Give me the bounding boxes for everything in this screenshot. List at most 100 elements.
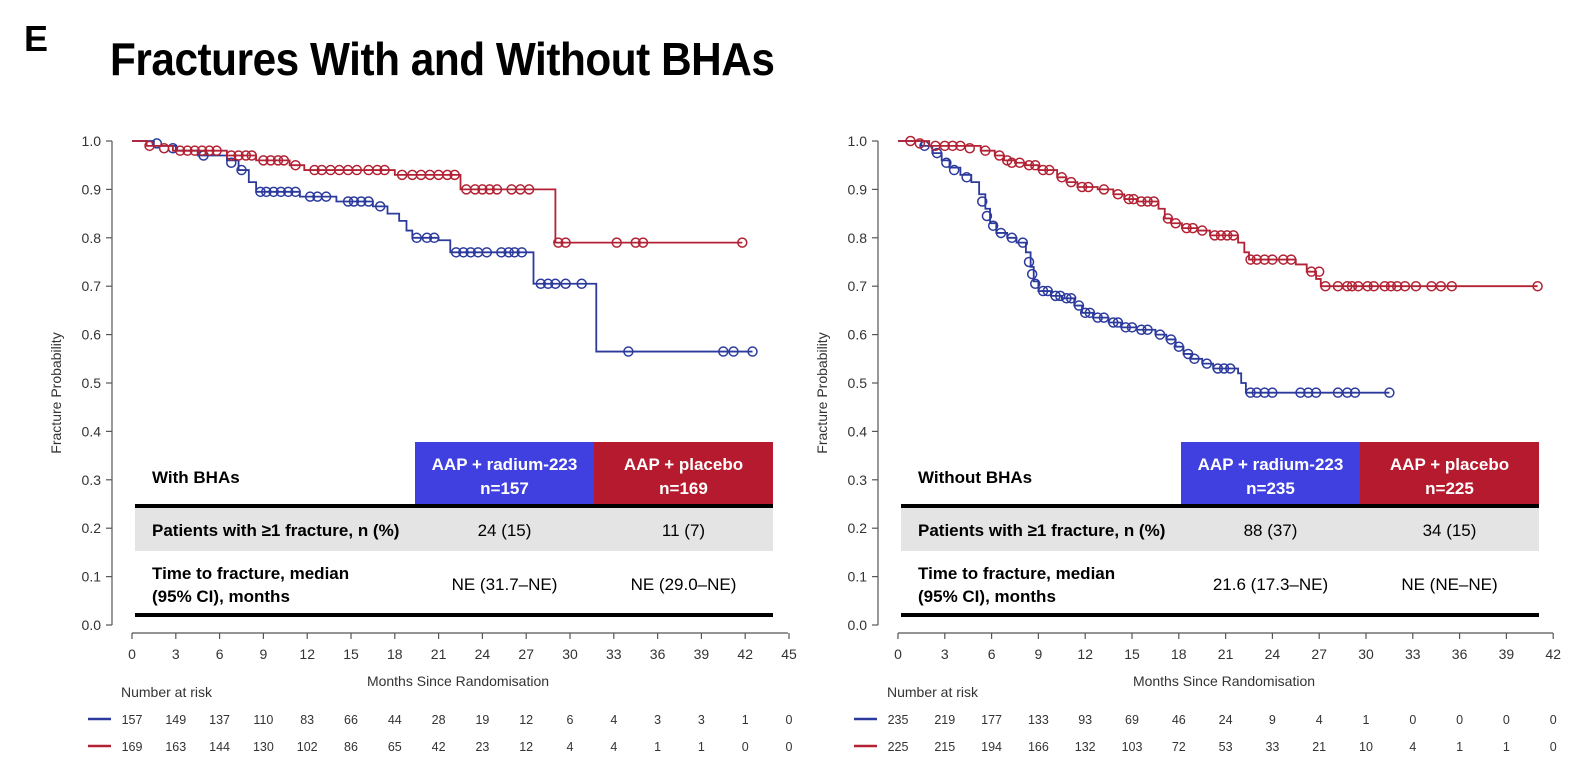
censor-mark-radium: [576, 278, 587, 290]
risk-count-radium: 157: [122, 713, 143, 727]
km-curve-placebo: [132, 140, 743, 244]
x-tick-label: 12: [299, 646, 315, 662]
censor-mark-placebo: [158, 143, 170, 154]
y-tick-label: 0.0: [848, 617, 868, 633]
censor-mark-radium: [236, 164, 247, 176]
y-tick-label: 0.8: [82, 230, 102, 246]
y-tick-label: 1.0: [82, 133, 102, 149]
censor-mark-placebo: [1446, 280, 1458, 292]
censor-mark-radium: [1112, 317, 1124, 328]
censor-mark-radium: [1310, 387, 1322, 398]
risk-count-placebo: 1: [654, 740, 661, 754]
censor-mark-radium: [1342, 387, 1353, 398]
risk-count-radium: 177: [981, 713, 1002, 727]
censor-mark-radium: [151, 138, 163, 149]
censor-mark-placebo: [630, 237, 641, 248]
table-row2-label-line2: (95% CI), months: [918, 587, 1056, 606]
risk-count-radium: 149: [165, 713, 186, 727]
x-axis-title: Months Since Randomisation: [367, 673, 549, 689]
x-tick-label: 15: [1124, 646, 1140, 662]
censor-mark-placebo: [1228, 230, 1239, 241]
censor-mark-radium: [342, 196, 354, 207]
censor-mark-placebo: [226, 150, 237, 161]
censor-mark-placebo: [309, 164, 320, 176]
table-row2-col2: NE (NE–NE): [1401, 575, 1497, 594]
risk-count-radium: 3: [654, 713, 661, 727]
censor-mark-placebo: [1391, 280, 1403, 292]
censor-mark-radium: [226, 157, 237, 169]
censor-mark-radium: [1142, 324, 1153, 336]
censor-mark-radium: [1384, 387, 1395, 398]
table-col2-n: n=225: [1425, 479, 1474, 498]
censor-mark-placebo: [484, 184, 495, 195]
table-group-label: With BHAs: [152, 468, 240, 487]
risk-count-radium: 83: [300, 713, 314, 727]
y-tick-label: 0.6: [82, 327, 102, 343]
risk-count-radium: 0: [786, 713, 793, 727]
x-tick-label: 42: [737, 646, 753, 662]
censor-mark-radium: [987, 220, 999, 231]
censor-mark-radium: [1073, 300, 1085, 311]
risk-count-placebo: 33: [1265, 740, 1279, 754]
censor-mark-placebo: [1083, 181, 1094, 193]
x-tick-label: 33: [1405, 646, 1421, 662]
censor-mark-placebo: [204, 145, 215, 156]
y-tick-label: 0.6: [848, 327, 868, 343]
censor-mark-radium: [1349, 387, 1361, 398]
risk-count-placebo: 42: [432, 740, 446, 754]
censor-mark-placebo: [379, 164, 390, 176]
table-row1-col2: 11 (7): [662, 521, 705, 540]
censor-mark-placebo: [939, 140, 951, 152]
risk-count-radium: 28: [432, 713, 446, 727]
risk-count-placebo: 144: [209, 740, 230, 754]
censor-mark-placebo: [240, 150, 252, 161]
risk-count-radium: 66: [344, 713, 358, 727]
censor-mark-placebo: [1410, 280, 1422, 292]
x-tick-label: 0: [128, 646, 136, 662]
x-tick-label: 15: [343, 646, 359, 662]
censor-mark-radium: [363, 196, 374, 207]
risk-count-placebo: 21: [1312, 740, 1326, 754]
censor-mark-radium: [355, 196, 367, 207]
table-row1-col1: 88 (37): [1244, 521, 1298, 540]
censor-mark-placebo: [442, 169, 453, 181]
censor-mark-placebo: [182, 145, 193, 156]
table-header-radium: [1181, 442, 1360, 504]
censor-mark-placebo: [1014, 157, 1025, 169]
censor-mark-placebo: [1259, 254, 1270, 265]
table-row1-col1: 24 (15): [478, 521, 532, 540]
censor-mark-placebo: [1065, 176, 1077, 188]
censor-mark-placebo: [1148, 196, 1160, 207]
censor-mark-placebo: [174, 145, 186, 156]
censor-mark-placebo: [1285, 254, 1297, 265]
y-tick-label: 0.2: [82, 520, 102, 536]
y-tick-label: 0.3: [82, 472, 102, 488]
risk-count-radium: 24: [1219, 713, 1233, 727]
y-tick-label: 0.2: [848, 520, 868, 536]
risk-table-title: Number at risk: [887, 684, 979, 700]
censor-mark-placebo: [196, 145, 208, 156]
censor-mark-radium: [941, 157, 952, 169]
table-col1-n: n=235: [1246, 479, 1295, 498]
table-header-radium: [415, 442, 594, 504]
table-row2-label-line1: Time to fracture, median: [152, 564, 349, 583]
censor-mark-placebo: [553, 237, 564, 248]
risk-count-radium: 9: [1269, 713, 1276, 727]
y-tick-label: 0.4: [82, 423, 102, 439]
censor-mark-placebo: [396, 169, 408, 181]
km-curve-radium: [898, 140, 1390, 394]
risk-count-radium: 12: [519, 713, 533, 727]
censor-mark-placebo: [1181, 222, 1192, 234]
table-row1-label: Patients with ≥1 fracture, n (%): [918, 521, 1165, 540]
censor-mark-radium: [718, 346, 729, 357]
risk-count-placebo: 72: [1172, 740, 1186, 754]
censor-mark-radium: [1251, 387, 1263, 398]
y-axis-title: Fracture Probability: [814, 332, 830, 453]
censor-mark-radium: [428, 232, 440, 244]
x-tick-label: 27: [518, 646, 534, 662]
censor-mark-radium: [1079, 307, 1091, 319]
censor-mark-placebo: [1006, 157, 1018, 169]
km-curve-placebo: [898, 140, 1538, 288]
censor-mark-radium: [948, 164, 960, 176]
x-tick-label: 36: [1452, 646, 1468, 662]
